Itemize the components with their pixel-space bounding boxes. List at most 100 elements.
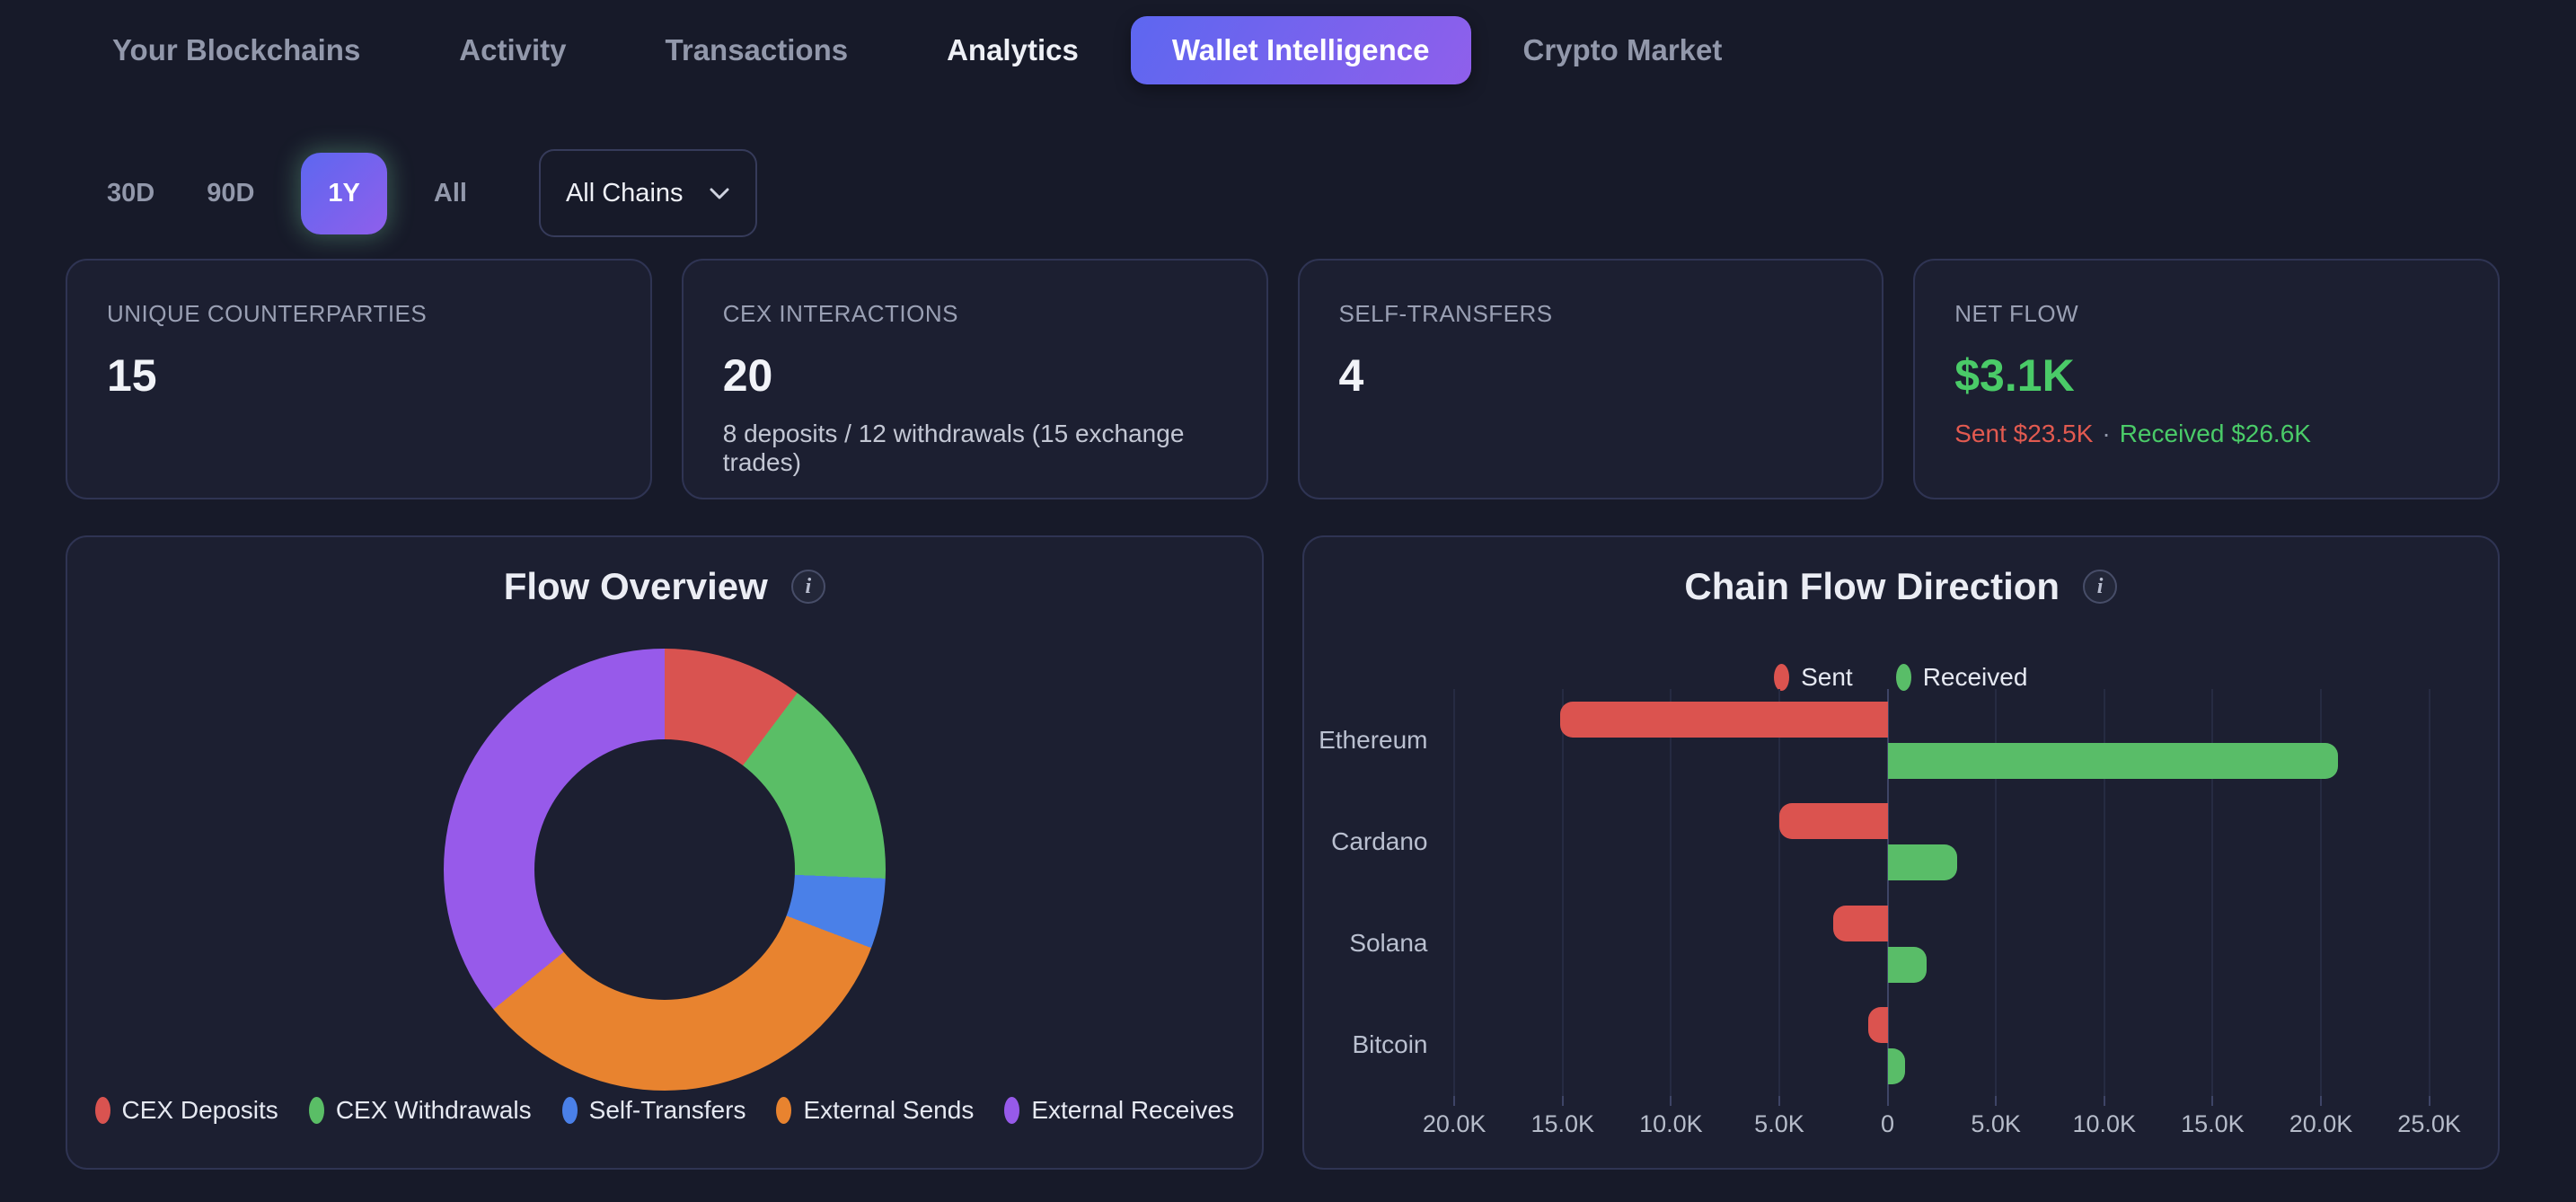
legend-dot-icon xyxy=(308,1097,324,1124)
bar-row: Bitcoin xyxy=(1352,994,2469,1096)
tab-your-blockchains[interactable]: Your Blockchains xyxy=(112,33,361,66)
axis-tick-mark xyxy=(1995,1096,1998,1106)
gridline xyxy=(2428,689,2430,1096)
x-axis-tick-label: 10.0K xyxy=(2072,1110,2137,1137)
chain-select-value: All Chains xyxy=(565,178,684,208)
received-bar xyxy=(1887,743,2339,779)
range-button-1y[interactable]: 1Y xyxy=(301,152,387,234)
x-axis-tick-label: 20.0K xyxy=(2289,1110,2353,1137)
sent-bar xyxy=(1778,803,1888,840)
chart-title-row: Chain Flow Direction i xyxy=(1684,561,2118,613)
info-icon[interactable]: i xyxy=(2083,570,2118,604)
stats-row: UNIQUE COUNTERPARTIES 15 CEX INTERACTION… xyxy=(66,259,2500,499)
filter-bar: 30D 90D 1Y All All Chains xyxy=(94,149,757,237)
range-button-all[interactable]: All xyxy=(421,179,480,208)
stat-card-unique-counterparties: UNIQUE COUNTERPARTIES 15 xyxy=(66,259,652,499)
range-button-30d[interactable]: 30D xyxy=(94,179,167,208)
tab-transactions[interactable]: Transactions xyxy=(665,33,849,66)
range-button-90d[interactable]: 90D xyxy=(194,179,267,208)
received-bar xyxy=(1887,1047,1905,1084)
axis-tick-mark xyxy=(1886,1096,1889,1106)
legend-item[interactable]: External Receives xyxy=(1004,1096,1234,1125)
legend-dot-icon xyxy=(1895,664,1911,691)
axis-tick-mark xyxy=(1778,1096,1780,1106)
gridline xyxy=(1886,689,1889,1096)
x-axis-tick-label: 10.0K xyxy=(1639,1110,1703,1137)
tab-activity[interactable]: Activity xyxy=(459,33,567,66)
axis-tick-mark xyxy=(2428,1096,2430,1106)
legend-item[interactable]: Sent xyxy=(1774,663,1853,692)
stat-subtitle: Sent $23.5K · Received $26.6K xyxy=(1954,420,2458,448)
bar-row: Ethereum xyxy=(1319,689,2469,791)
legend-item[interactable]: CEX Deposits xyxy=(94,1096,278,1125)
axis-tick-mark xyxy=(2103,1096,2105,1106)
stat-value: $3.1K xyxy=(1954,350,2075,401)
top-nav: Your Blockchains Activity Transactions A… xyxy=(0,0,2576,101)
chevron-down-icon xyxy=(709,186,730,200)
legend-label: Sent xyxy=(1801,663,1853,691)
legend-label: External Receives xyxy=(1031,1096,1234,1124)
y-axis-category-label: Cardano xyxy=(1331,826,1428,855)
gridline xyxy=(2103,689,2105,1096)
received-bar xyxy=(1887,946,1927,983)
legend-label: CEX Withdrawals xyxy=(335,1096,532,1124)
axis-tick-mark xyxy=(1561,1096,1564,1106)
legend-dot-icon xyxy=(1004,1097,1020,1124)
stat-card-cex-interactions: CEX INTERACTIONS 20 8 deposits / 12 with… xyxy=(681,259,1268,499)
gridline xyxy=(1670,689,1672,1096)
received-bar xyxy=(1887,844,1957,881)
axis-tick-mark xyxy=(2211,1096,2214,1106)
tab-crypto-market[interactable]: Crypto Market xyxy=(1522,33,1723,66)
stat-card-self-transfers: SELF-TRANSFERS 4 xyxy=(1297,259,1884,499)
stat-label: SELF-TRANSFERS xyxy=(1338,300,1553,327)
legend-label: Received xyxy=(1922,663,2028,691)
tab-analytics[interactable]: Analytics xyxy=(947,33,1079,66)
gridline xyxy=(1995,689,1998,1096)
legend-dot-icon xyxy=(776,1097,792,1124)
x-axis-tick-label: 0 xyxy=(1881,1110,1895,1137)
axis-tick-mark xyxy=(1453,1096,1456,1106)
net-flow-separator: · xyxy=(2102,420,2111,447)
donut-legend: CEX Deposits CEX Withdrawals Self-Transfer… xyxy=(94,1096,1234,1125)
y-axis-category-label: Solana xyxy=(1349,929,1428,958)
legend-item[interactable]: CEX Withdrawals xyxy=(308,1096,532,1125)
sent-bar xyxy=(1833,905,1888,941)
gridline xyxy=(2319,689,2322,1096)
legend-item[interactable]: Self-Transfers xyxy=(561,1096,746,1125)
chart-title-row: Flow Overview i xyxy=(504,561,825,613)
axis-tick-mark xyxy=(1670,1096,1672,1106)
legend-item[interactable]: External Sends xyxy=(776,1096,974,1125)
y-axis-category-label: Ethereum xyxy=(1319,725,1428,754)
donut-chart xyxy=(443,649,886,1091)
sent-bar xyxy=(1560,702,1888,738)
tab-wallet-intelligence[interactable]: Wallet Intelligence xyxy=(1130,16,1471,84)
x-axis-tick-label: 15.0K xyxy=(2181,1110,2245,1137)
stat-subtitle: 8 deposits / 12 withdrawals (15 exchange… xyxy=(722,420,1185,476)
legend-dot-icon xyxy=(1774,664,1790,691)
gridline xyxy=(1561,689,1564,1096)
x-axis-tick-label: 15.0K xyxy=(1531,1110,1595,1137)
x-axis-tick-label: 5.0K xyxy=(1754,1110,1804,1137)
net-flow-sent: Sent $23.5K xyxy=(1954,420,2094,447)
stat-card-net-flow: NET FLOW $3.1K Sent $23.5K · Received $26.… xyxy=(1913,259,2500,499)
stat-value: 20 xyxy=(722,350,773,401)
y-axis-category-label: Bitcoin xyxy=(1352,1030,1428,1059)
charts-row: Flow Overview i CEX Deposits CEX Withdraw… xyxy=(66,535,2500,1170)
sent-bar xyxy=(1867,1006,1888,1043)
info-icon[interactable]: i xyxy=(790,570,825,604)
stat-value: 15 xyxy=(107,350,157,401)
legend-item[interactable]: Received xyxy=(1895,663,2028,692)
x-axis-tick-label: 20.0K xyxy=(1422,1110,1486,1137)
stat-label: UNIQUE COUNTERPARTIES xyxy=(107,300,428,327)
bar-row: Solana xyxy=(1349,893,2469,994)
net-flow-received: Received $26.6K xyxy=(2119,420,2311,447)
axis-tick-mark xyxy=(2319,1096,2322,1106)
legend-dot-icon xyxy=(94,1097,110,1124)
stat-value: 4 xyxy=(1338,350,1364,401)
legend-label: Self-Transfers xyxy=(588,1096,746,1124)
chain-select-dropdown[interactable]: All Chains xyxy=(538,149,757,237)
chart-title: Chain Flow Direction xyxy=(1684,565,2060,607)
x-axis-tick-label: 25.0K xyxy=(2397,1110,2461,1137)
flow-overview-card: Flow Overview i CEX Deposits CEX Withdraw… xyxy=(66,535,1264,1170)
legend-label: External Sends xyxy=(803,1096,975,1124)
